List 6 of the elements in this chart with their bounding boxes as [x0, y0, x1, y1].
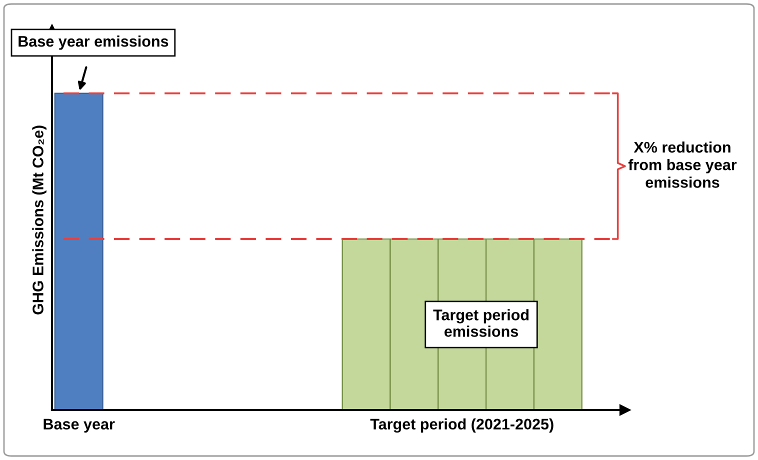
y-axis-title: GHG Emissions (Mt CO₂e) — [32, 126, 46, 314]
x-tick-label: Base year — [44, 418, 115, 433]
annotation: Target period emissions — [433, 309, 529, 337]
x-tick-label: Target period (2021-2025) — [370, 418, 554, 433]
text: X% reduction from base year emissions — [628, 141, 737, 188]
text: Base year emissions — [18, 36, 168, 50]
